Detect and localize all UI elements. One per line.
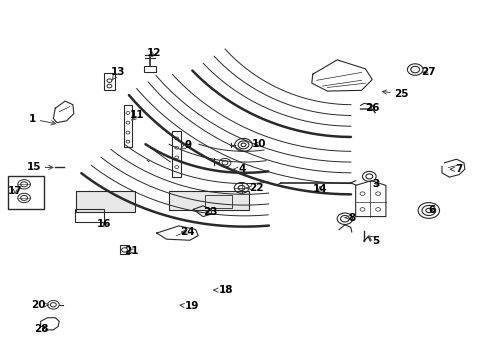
Bar (123, 105, 132, 147)
Bar (143, 66, 156, 72)
Text: 15: 15 (26, 162, 53, 172)
Text: 19: 19 (180, 301, 199, 311)
Text: 21: 21 (124, 246, 138, 256)
Text: 22: 22 (246, 183, 264, 193)
Text: 7: 7 (449, 164, 462, 174)
Text: 26: 26 (364, 103, 379, 113)
Text: 20: 20 (31, 300, 49, 310)
Bar (205, 195, 232, 208)
Text: 24: 24 (180, 227, 194, 237)
Bar (75, 209, 104, 222)
Text: 6: 6 (427, 206, 435, 216)
Text: 10: 10 (251, 139, 266, 149)
Text: 25: 25 (382, 89, 408, 99)
Text: 23: 23 (203, 207, 217, 217)
Text: 11: 11 (130, 111, 144, 121)
Text: 14: 14 (312, 184, 327, 194)
Text: 17: 17 (8, 186, 22, 196)
Text: 1: 1 (29, 114, 55, 125)
Text: 8: 8 (345, 213, 355, 222)
Text: 12: 12 (147, 48, 161, 58)
Text: 13: 13 (110, 67, 125, 80)
Bar (104, 73, 115, 90)
Text: 18: 18 (213, 285, 233, 295)
Text: 16: 16 (97, 219, 111, 229)
Text: 5: 5 (368, 236, 379, 246)
Text: 3: 3 (372, 179, 379, 189)
Bar (76, 191, 135, 212)
Bar (8, 176, 43, 209)
Bar (120, 244, 129, 254)
Bar (168, 191, 249, 211)
Text: 4: 4 (233, 164, 245, 174)
Text: 9: 9 (181, 140, 192, 150)
Bar (172, 131, 181, 177)
Text: 27: 27 (421, 67, 435, 77)
Text: 28: 28 (34, 324, 48, 334)
